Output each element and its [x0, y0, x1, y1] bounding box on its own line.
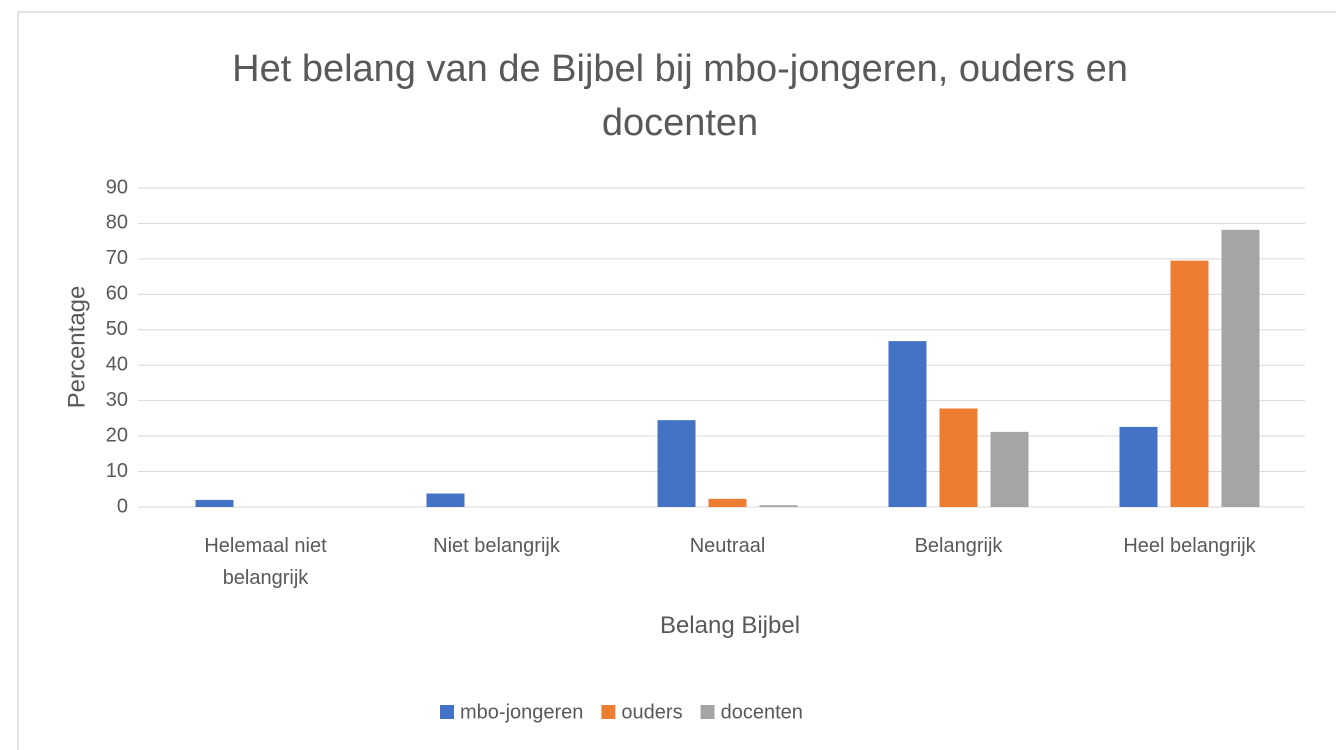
bar — [1119, 426, 1158, 507]
x-tick-label: Niet belangrijk — [433, 535, 560, 557]
y-tick-label: 30 — [106, 389, 128, 411]
x-tick-label: Helemaal niet belangrijk — [204, 535, 327, 589]
y-tick-label: 40 — [106, 354, 128, 376]
bar — [195, 499, 234, 507]
x-axis-title: Belang Bijbel — [659, 612, 801, 639]
x-tick-label: Belangrijk — [914, 535, 1003, 557]
bar — [888, 341, 927, 507]
y-tick-label: 50 — [106, 318, 128, 340]
y-axis-title: Percentage — [63, 286, 90, 409]
bar — [657, 420, 696, 507]
y-tick-label: 90 — [106, 176, 128, 198]
bar — [708, 498, 747, 507]
legend-swatch — [700, 705, 715, 719]
legend-label: ouders — [621, 701, 682, 723]
bar — [1170, 260, 1209, 507]
bar — [939, 408, 978, 507]
bar — [759, 505, 798, 507]
bar — [426, 493, 465, 507]
bar — [1221, 229, 1260, 507]
y-tick-label: 70 — [106, 247, 128, 269]
legend-swatch — [601, 705, 616, 719]
y-tick-label: 60 — [106, 283, 128, 305]
x-tick-label: Neutraal — [689, 535, 766, 557]
chart-border — [17, 11, 1336, 750]
legend-swatch — [440, 705, 454, 719]
legend-label: docenten — [721, 701, 803, 723]
bar — [990, 431, 1029, 507]
x-tick-label: Heel belangrijk — [1123, 535, 1256, 557]
y-tick-label: 0 — [117, 495, 128, 517]
y-tick-label: 20 — [106, 424, 128, 446]
y-tick-label: 10 — [106, 460, 128, 482]
y-tick-label: 80 — [106, 212, 128, 234]
chart-title: Het belang van de Bijbel bij mbo-jongere… — [232, 48, 1128, 144]
legend-label: mbo-jongeren — [460, 701, 583, 723]
